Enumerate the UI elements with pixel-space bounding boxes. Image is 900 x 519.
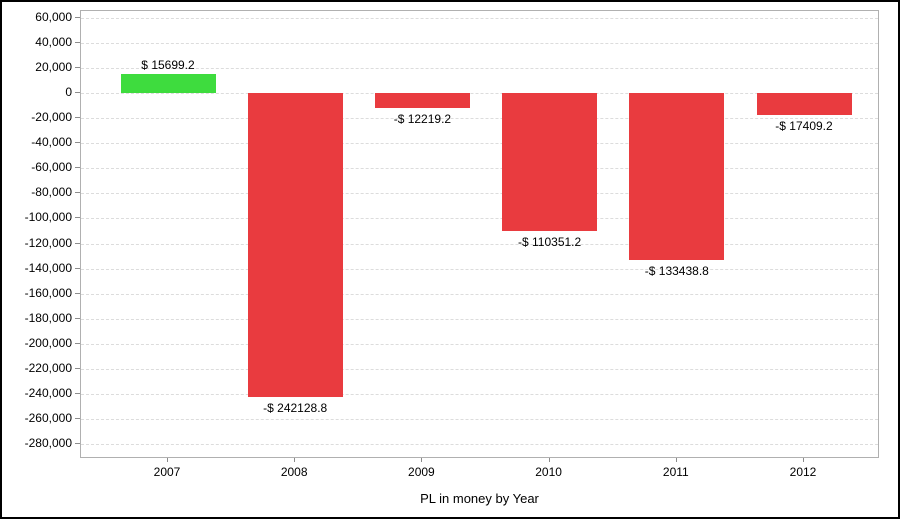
y-axis-tick-label: -140,000 — [24, 260, 72, 275]
x-axis-tick — [167, 458, 168, 462]
y-axis-tick-label: -260,000 — [24, 410, 72, 425]
gridline — [81, 243, 878, 245]
y-axis-tick — [75, 92, 80, 94]
y-axis-tick-label: 40,000 — [35, 35, 72, 50]
x-axis-label-2011: 2011 — [662, 465, 689, 479]
gridline — [81, 393, 878, 395]
x-axis-label-2009: 2009 — [408, 465, 435, 479]
y-axis-tick-label: -280,000 — [24, 436, 72, 450]
x-axis-label-2008: 2008 — [280, 465, 308, 479]
y-axis-tick — [75, 142, 80, 144]
x-axis-tick — [803, 458, 804, 462]
y-axis-tick — [75, 217, 80, 219]
y-axis-tick-label: -160,000 — [24, 285, 72, 300]
gridline — [81, 218, 878, 220]
bar-2012 — [756, 93, 852, 115]
bar-2009 — [374, 93, 470, 109]
y-axis-tick-label: -120,000 — [24, 235, 72, 250]
y-axis-tick — [75, 417, 80, 419]
y-axis-tick-label: -80,000 — [31, 185, 72, 200]
y-axis-tick — [75, 167, 80, 169]
y-axis-tick — [75, 267, 80, 269]
bar-value-label-2008: -$ 242128.8 — [263, 400, 328, 415]
bar-value-label-2012: -$ 17409.2 — [775, 118, 833, 133]
y-axis-tick — [75, 317, 80, 319]
gridline — [81, 418, 878, 420]
gridline — [81, 193, 878, 195]
y-axis-tick-label: 20,000 — [35, 60, 72, 75]
bar-value-label-2011: -$ 133438.8 — [644, 264, 709, 279]
gridline — [81, 343, 878, 345]
gridline — [81, 168, 878, 170]
y-axis-tick — [75, 342, 80, 344]
y-axis-tick — [75, 192, 80, 194]
y-axis-tick-label: 0 — [65, 85, 72, 100]
gridline — [81, 118, 878, 120]
bar-2010 — [502, 93, 598, 232]
y-axis-tick-label: -100,000 — [24, 210, 72, 225]
bar-2007 — [120, 73, 216, 94]
gridline — [81, 368, 878, 370]
y-axis-tick — [75, 292, 80, 294]
y-axis-tick — [75, 42, 80, 44]
gridline — [81, 68, 878, 70]
bar-2011 — [629, 93, 725, 261]
y-axis-tick-label: -40,000 — [31, 135, 72, 150]
bar-value-label-2009: -$ 12219.2 — [393, 112, 452, 127]
chart-title: PL in money by Year — [420, 491, 539, 506]
y-axis-tick-label: -200,000 — [24, 335, 72, 350]
x-axis-label-2012: 2012 — [789, 465, 817, 479]
y-axis-tick — [75, 17, 80, 18]
y-axis-tick-label: -220,000 — [24, 360, 72, 375]
x-axis-label-2010: 2010 — [535, 465, 562, 479]
y-axis-tick-label: -240,000 — [24, 385, 72, 400]
gridline — [81, 143, 878, 145]
x-axis-tick — [675, 458, 677, 462]
bar-value-label-2007: $ 15699.2 — [141, 57, 195, 72]
x-axis-tick — [421, 458, 423, 462]
x-axis-label-2007: 2007 — [153, 465, 181, 479]
y-axis-tick — [75, 443, 80, 444]
x-axis-tick — [548, 458, 550, 462]
y-axis-tick — [75, 242, 80, 244]
gridline — [81, 444, 878, 445]
y-axis-tick-label: -20,000 — [31, 110, 72, 125]
y-axis-tick — [75, 67, 80, 69]
y-axis-tick — [75, 392, 80, 394]
y-axis-tick — [75, 117, 80, 119]
gridline — [81, 318, 878, 320]
gridline — [81, 293, 878, 295]
gridline — [81, 93, 878, 95]
x-axis-tick — [294, 458, 296, 462]
plot-area: $ 15699.2 -$ 242128.8 -$ 12219.2 -$ 110351.… — [80, 10, 879, 458]
y-axis-tick — [75, 367, 80, 369]
y-axis-tick-label: -180,000 — [24, 310, 72, 325]
gridline — [81, 43, 878, 45]
gridline — [81, 268, 878, 270]
bar-2008 — [247, 93, 343, 397]
gridline — [81, 18, 878, 19]
y-axis-tick-label: 60,000 — [35, 10, 72, 24]
y-axis-tick-label: -60,000 — [31, 160, 72, 175]
bar-value-label-2010: -$ 110351.2 — [518, 235, 582, 250]
